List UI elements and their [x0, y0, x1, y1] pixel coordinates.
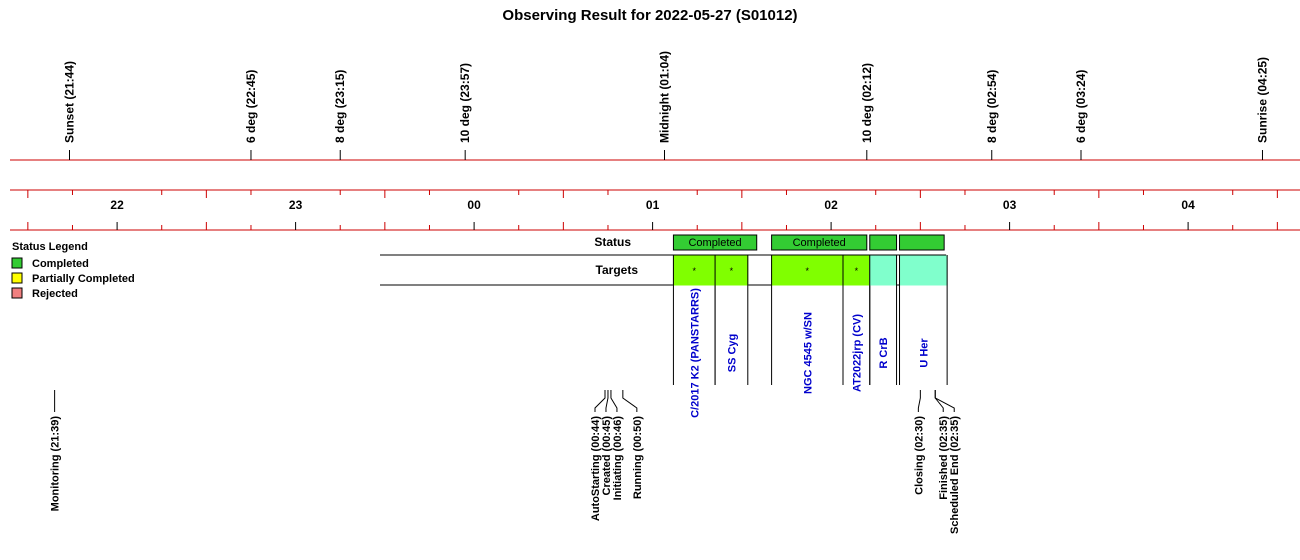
- target-bar: [771, 255, 844, 286]
- status-block: [771, 234, 868, 251]
- hour-tick-label: 04: [1181, 198, 1195, 212]
- milestone-leader: [934, 390, 944, 412]
- legend-label: Completed: [32, 258, 89, 270]
- target-bar: [899, 255, 948, 286]
- status-row-label: Status: [594, 235, 631, 249]
- target-marker: *: [692, 266, 696, 276]
- sky-event-label: 6 deg (03:24): [1074, 70, 1088, 143]
- milestone-leader: [610, 390, 618, 412]
- status-block: [869, 234, 898, 251]
- status-block: [899, 234, 945, 251]
- hour-tick-label: 22: [110, 198, 124, 212]
- milestone-label: AutoStarting (00:44): [590, 416, 602, 521]
- target-label: NGC 4545 w/SN: [802, 312, 814, 394]
- sky-event-label: 10 deg (02:12): [860, 63, 874, 143]
- sky-event-label: 10 deg (23:57): [458, 63, 472, 143]
- hour-tick-label: 00: [467, 198, 481, 212]
- targets-row-label: Targets: [596, 263, 639, 277]
- milestone-label: Running (00:50): [632, 416, 644, 499]
- target-label: SS Cyg: [726, 334, 738, 373]
- milestone-label: Scheduled End (02:35): [949, 416, 961, 534]
- status-block-label: Completed: [793, 237, 846, 249]
- milestone-label: Monitoring (21:39): [50, 416, 62, 512]
- target-bar: [714, 255, 749, 286]
- legend-swatch: [11, 287, 23, 299]
- legend-swatch: [11, 257, 23, 269]
- milestone-label: Closing (02:30): [913, 416, 925, 495]
- milestone-leader: [917, 390, 921, 412]
- milestone-leader: [622, 390, 638, 412]
- status-block: [672, 234, 758, 251]
- milestone-leader: [934, 390, 955, 412]
- legend-title: Status Legend: [12, 241, 88, 253]
- sky-event-label: 8 deg (23:15): [333, 70, 347, 143]
- legend-label: Partially Completed: [32, 273, 135, 285]
- sky-event-label: Midnight (01:04): [658, 51, 672, 143]
- status-block-label: Completed: [688, 237, 741, 249]
- hour-tick-label: 01: [646, 198, 660, 212]
- target-marker: *: [855, 266, 859, 276]
- milestone-leader: [594, 390, 606, 412]
- sky-event-label: Sunrise (04:25): [1255, 57, 1269, 143]
- milestone-label: Created (00:45): [601, 416, 613, 496]
- legend-label: Rejected: [32, 288, 78, 300]
- sky-event-label: Sunset (21:44): [63, 61, 77, 143]
- legend-swatch: [11, 272, 23, 284]
- milestone-leader: [605, 390, 609, 412]
- target-label: AT2022jrp (CV): [851, 314, 863, 392]
- page-title: Observing Result for 2022-05-27 (S01012): [502, 7, 797, 24]
- target-label: C/2017 K2 (PANSTARRS): [689, 288, 701, 418]
- target-label: U Her: [918, 338, 930, 368]
- target-marker: *: [730, 266, 734, 276]
- milestone-label: Finished (02:35): [938, 416, 950, 500]
- hour-tick-label: 02: [824, 198, 838, 212]
- hour-tick-label: 23: [289, 198, 303, 212]
- milestone-label: Initiating (00:46): [612, 416, 624, 501]
- hour-tick-label: 03: [1003, 198, 1017, 212]
- target-label: R CrB: [878, 337, 890, 368]
- target-marker: *: [806, 266, 810, 276]
- sky-event-label: 8 deg (02:54): [985, 70, 999, 143]
- target-bar: [869, 255, 898, 286]
- sky-event-label: 6 deg (22:45): [244, 70, 258, 143]
